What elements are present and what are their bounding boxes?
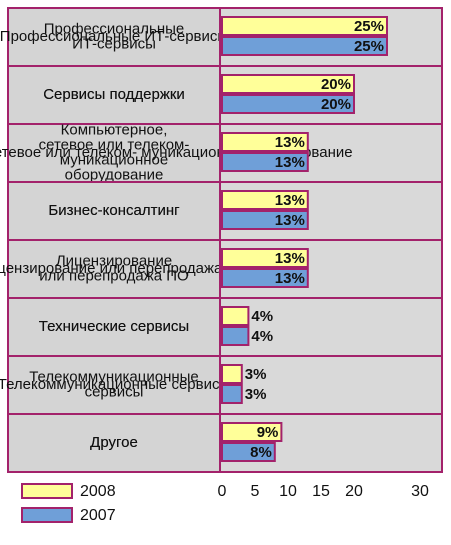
category-label: Бизнес-консалтингБизнес-консалтинг [48, 202, 180, 219]
bar [221, 422, 283, 442]
category-cell [7, 7, 221, 67]
bar [221, 442, 276, 462]
x-tick-label: 10 [279, 483, 297, 500]
category-cell [7, 65, 221, 125]
value-label: 8% [250, 444, 272, 461]
value-label: 13% [275, 192, 305, 209]
value-label: 20% [321, 96, 351, 113]
value-label: 13% [275, 134, 305, 151]
x-tick-label: 5 [251, 483, 260, 500]
bar [221, 210, 309, 230]
value-label: 20% [321, 76, 351, 93]
bar [221, 16, 388, 36]
bar [221, 94, 355, 114]
category-cell [7, 239, 221, 299]
bar [221, 268, 309, 288]
value-label: 4% [251, 308, 273, 325]
bar [221, 306, 250, 326]
bar [221, 36, 388, 56]
bar [221, 190, 309, 210]
category-label: Технические сервисыТехнические сервисы [39, 318, 189, 335]
value-label: 13% [275, 250, 305, 267]
category-cell [7, 413, 221, 473]
value-label: 13% [275, 154, 305, 171]
value-label: 3% [245, 386, 267, 403]
legend-label: 2008 [80, 483, 116, 500]
x-tick-label: 30 [411, 483, 429, 500]
value-label: 9% [257, 424, 279, 441]
category-cell [7, 297, 221, 357]
value-label: 25% [354, 38, 384, 55]
category-cell [7, 181, 221, 241]
value-label: 25% [354, 18, 384, 35]
bar [221, 152, 309, 172]
category-cell [7, 123, 221, 183]
value-label: 3% [245, 366, 267, 383]
category-label: ДругоеДругое [90, 434, 138, 451]
legend-swatch [21, 483, 73, 499]
bar [221, 364, 243, 384]
x-tick-label: 15 [312, 483, 330, 500]
bar [221, 74, 355, 94]
legend-label: 2007 [80, 507, 116, 524]
category-label: Сервисы поддержкиСервисы поддержки [43, 86, 185, 103]
value-label: 13% [275, 270, 305, 287]
value-label: 13% [275, 212, 305, 229]
x-tick-label: 20 [345, 483, 363, 500]
bar [221, 248, 309, 268]
value-label: 4% [251, 328, 273, 345]
bar [221, 132, 309, 152]
bar [221, 326, 250, 346]
legend-swatch [21, 507, 73, 523]
x-tick-label: 0 [218, 483, 227, 500]
category-cell [7, 355, 221, 415]
bar [221, 384, 243, 404]
